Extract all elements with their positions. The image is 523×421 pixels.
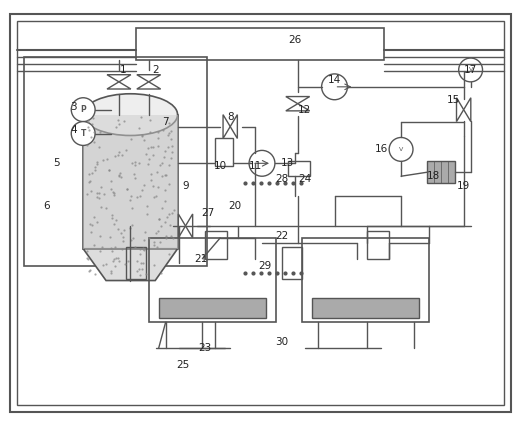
Circle shape: [71, 98, 95, 122]
Text: 17: 17: [464, 65, 477, 75]
Text: 20: 20: [229, 201, 242, 211]
Bar: [126, 247, 146, 279]
Text: 11: 11: [248, 161, 262, 171]
Text: 14: 14: [328, 75, 341, 85]
Polygon shape: [286, 96, 310, 104]
Circle shape: [249, 150, 275, 176]
Polygon shape: [286, 104, 310, 111]
Polygon shape: [223, 115, 230, 139]
Circle shape: [322, 74, 347, 100]
Text: 3: 3: [70, 102, 76, 112]
Polygon shape: [107, 75, 131, 82]
Text: 1: 1: [120, 65, 126, 75]
Polygon shape: [107, 82, 131, 89]
Text: 16: 16: [374, 144, 388, 155]
Text: V: V: [469, 67, 473, 72]
Text: 9: 9: [182, 181, 189, 191]
Circle shape: [389, 138, 413, 161]
Bar: [83, 115, 177, 249]
Text: 13: 13: [281, 158, 294, 168]
Polygon shape: [137, 75, 161, 82]
Text: 26: 26: [288, 35, 301, 45]
Text: T: T: [81, 129, 86, 138]
Text: 8: 8: [227, 112, 234, 122]
Bar: [149, 238, 276, 322]
Ellipse shape: [83, 94, 177, 136]
Circle shape: [71, 122, 95, 145]
Bar: [312, 298, 419, 318]
Circle shape: [459, 58, 483, 82]
Polygon shape: [186, 214, 192, 238]
Bar: [288, 161, 310, 176]
Polygon shape: [230, 115, 237, 139]
Text: 30: 30: [275, 337, 288, 347]
Text: 29: 29: [258, 261, 271, 271]
Text: P: P: [81, 105, 86, 114]
Polygon shape: [83, 249, 177, 280]
Text: 27: 27: [202, 208, 215, 218]
Text: 19: 19: [457, 181, 470, 191]
Bar: [83, 115, 177, 249]
Text: 22: 22: [275, 231, 289, 241]
Text: 12: 12: [298, 105, 311, 115]
Bar: [427, 161, 454, 183]
Polygon shape: [464, 98, 471, 122]
Bar: [206, 231, 227, 258]
Text: 6: 6: [43, 201, 50, 211]
Bar: [282, 247, 302, 279]
Text: 23: 23: [199, 343, 212, 353]
Text: 7: 7: [162, 117, 169, 127]
Text: 4: 4: [70, 125, 76, 135]
Text: 2: 2: [152, 65, 159, 75]
Polygon shape: [178, 214, 186, 238]
Bar: [24, 57, 207, 266]
Text: 18: 18: [427, 171, 440, 181]
Text: 15: 15: [447, 95, 460, 105]
Bar: [367, 231, 389, 258]
Text: 25: 25: [176, 360, 189, 370]
Bar: [302, 238, 429, 322]
Bar: [158, 298, 266, 318]
Text: 28: 28: [275, 174, 289, 184]
Text: 21: 21: [194, 254, 207, 264]
Text: 10: 10: [214, 161, 227, 171]
Polygon shape: [137, 82, 161, 89]
Text: V: V: [399, 147, 403, 152]
Bar: [136, 28, 384, 60]
Text: 5: 5: [53, 158, 60, 168]
Text: 24: 24: [298, 174, 311, 184]
Polygon shape: [457, 98, 464, 122]
Bar: [215, 139, 233, 166]
